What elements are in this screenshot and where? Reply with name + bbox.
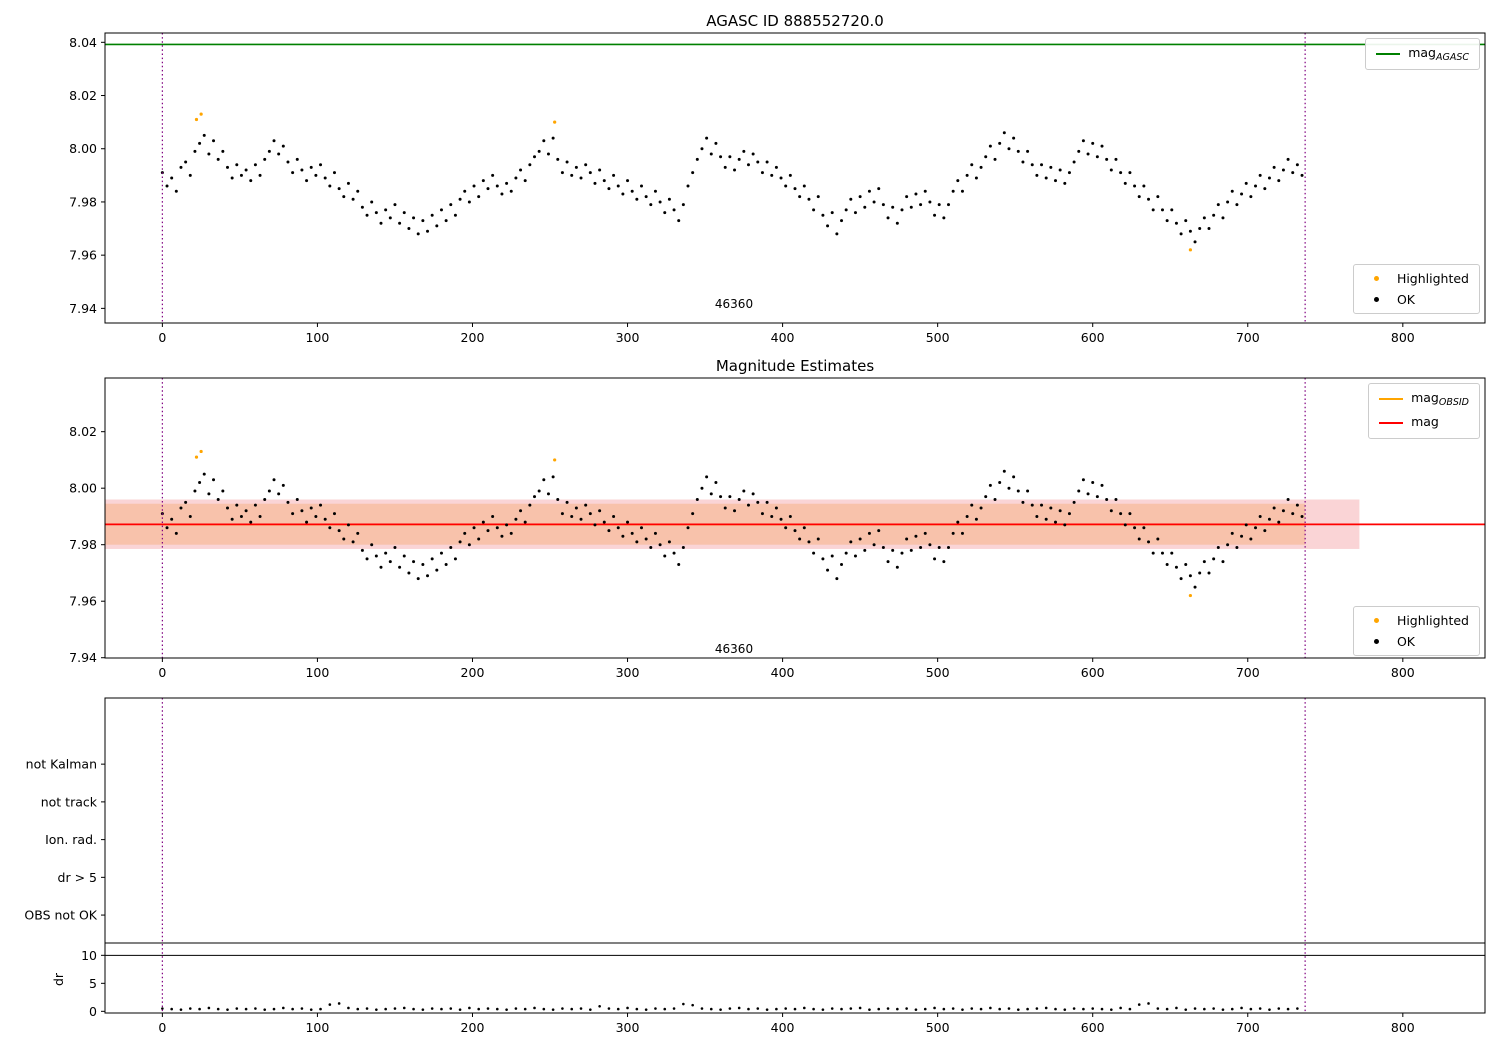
panel1-x-ticklabel: 0 <box>158 330 166 345</box>
dr-ticklabel: 10 <box>81 948 97 963</box>
mag-line-swatch <box>1379 422 1404 424</box>
panel2-x-ticklabel: 600 <box>1081 665 1105 680</box>
panel1-x-ticklabel: 400 <box>771 330 795 345</box>
dr-frame <box>104 942 1486 1014</box>
panel2-x-ticklabel: 100 <box>305 665 329 680</box>
panel2-x-ticklabel: 800 <box>1391 665 1415 680</box>
panel3-x-ticklabel: 700 <box>1236 1020 1260 1035</box>
panel2-y-ticklabel: 7.98 <box>69 537 97 552</box>
panel1-y-ticklabel: 7.96 <box>69 248 97 263</box>
panel1-frame <box>104 32 1486 324</box>
ok-dot-swatch <box>1373 639 1379 644</box>
panel2-title: Magnitude Estimates <box>715 357 875 375</box>
panel2-y-ticklabel: 8.02 <box>69 424 97 439</box>
panel2-x-ticklabel: 0 <box>158 665 166 680</box>
panel2-line-legend: magOBSID mag <box>1368 383 1480 439</box>
panel1-y-ticklabel: 7.94 <box>69 301 97 316</box>
panel3-x-ticklabel: 0 <box>158 1020 166 1035</box>
panel3-x-ticklabel: 600 <box>1081 1020 1105 1035</box>
legend-entry-ok: OK <box>1364 292 1469 307</box>
panel1-x-ticklabel: 100 <box>305 330 329 345</box>
panel2-y-ticklabel: 7.96 <box>69 594 97 609</box>
ok-dot-swatch <box>1373 297 1379 302</box>
legend-entry-mag-obsid: magOBSID <box>1379 390 1469 408</box>
highlighted-dot-swatch <box>1373 276 1379 281</box>
flag-label-2: Ion. rad. <box>45 832 97 847</box>
panel1-y-ticklabel: 8.04 <box>69 35 97 50</box>
panel1-marker-legend: Highlighted OK <box>1352 264 1480 314</box>
flag-label-1: not track <box>41 794 98 809</box>
panel1-highlighted-points <box>194 112 1192 252</box>
legend-entry-ok: OK <box>1364 634 1469 649</box>
flag-label-3: dr > 5 <box>58 870 97 885</box>
panel2-ok-points <box>160 469 1304 589</box>
panel1-y-ticklabel: 8.02 <box>69 88 97 103</box>
flags-frame <box>104 697 1486 944</box>
panel2-x-ticklabel: 200 <box>461 665 485 680</box>
panel1-line-legend: magAGASC <box>1365 38 1480 70</box>
legend-entry-mag-agasc: magAGASC <box>1376 45 1469 63</box>
panel2: 0 100 200 300 400 500 600 700 800 7.94 7.96 7.98 8.0… <box>69 377 1486 680</box>
panel1-y-ticklabel: 7.98 <box>69 194 97 209</box>
panel3-x-ticklabel: 200 <box>461 1020 485 1035</box>
panel2-frame <box>104 377 1486 659</box>
panel1-x-ticklabel: 800 <box>1391 330 1415 345</box>
panel3-x-ticklabel: 100 <box>305 1020 329 1035</box>
flag-label-4: OBS not OK <box>24 908 97 923</box>
mag-obsid-line-swatch <box>1379 398 1404 400</box>
panel1-x-ticklabel: 600 <box>1081 330 1105 345</box>
panel3-x-ticklabel: 300 <box>616 1020 640 1035</box>
panel1-y-ticklabel: 8.00 <box>69 141 97 156</box>
panel1-x-ticklabel: 700 <box>1236 330 1260 345</box>
dr-ticklabel: 5 <box>89 976 97 991</box>
panel1-title: AGASC ID 888552720.0 <box>706 12 884 30</box>
panel3-x-ticklabel: 500 <box>926 1020 950 1035</box>
panel2-x-ticklabel: 700 <box>1236 665 1260 680</box>
panel2-highlighted-points <box>194 449 1192 598</box>
legend-entry-highlighted: Highlighted <box>1364 271 1469 286</box>
flag-label-0: not Kalman <box>26 757 97 772</box>
panel1-x-ticklabel: 200 <box>461 330 485 345</box>
mag-agasc-line-swatch <box>1376 53 1401 55</box>
panel3-x-ticklabel: 800 <box>1391 1020 1415 1035</box>
panel2-x-ticklabel: 400 <box>771 665 795 680</box>
panel3: not Kalman not track Ion. rad. dr > 5 OBS no… <box>24 697 1486 1035</box>
legend-entry-highlighted: Highlighted <box>1364 613 1469 628</box>
panel2-marker-legend: Highlighted OK <box>1352 606 1480 656</box>
panel2-x-ticklabel: 500 <box>926 665 950 680</box>
panel2-y-ticklabel: 7.94 <box>69 650 97 665</box>
dr-ticklabel: 0 <box>89 1004 97 1019</box>
panel1-obsid-label: 46360 <box>714 297 754 311</box>
panel1-ok-points <box>160 131 1304 244</box>
panel1-x-ticklabel: 300 <box>616 330 640 345</box>
panel2-obsid-label: 46360 <box>714 642 754 656</box>
highlighted-dot-swatch <box>1373 618 1379 623</box>
dr-points <box>161 1002 1299 1011</box>
panel1-x-ticklabel: 500 <box>926 330 950 345</box>
legend-entry-mag: mag <box>1379 414 1469 432</box>
panel3-x-ticklabel: 400 <box>771 1020 795 1035</box>
panel2-y-ticklabel: 8.00 <box>69 481 97 496</box>
panel2-x-ticklabel: 300 <box>616 665 640 680</box>
panel1: 0 100 200 300 400 500 600 700 800 7.94 7.96 7.98 8.0… <box>69 32 1486 345</box>
dr-axis-label: dr <box>51 972 67 987</box>
